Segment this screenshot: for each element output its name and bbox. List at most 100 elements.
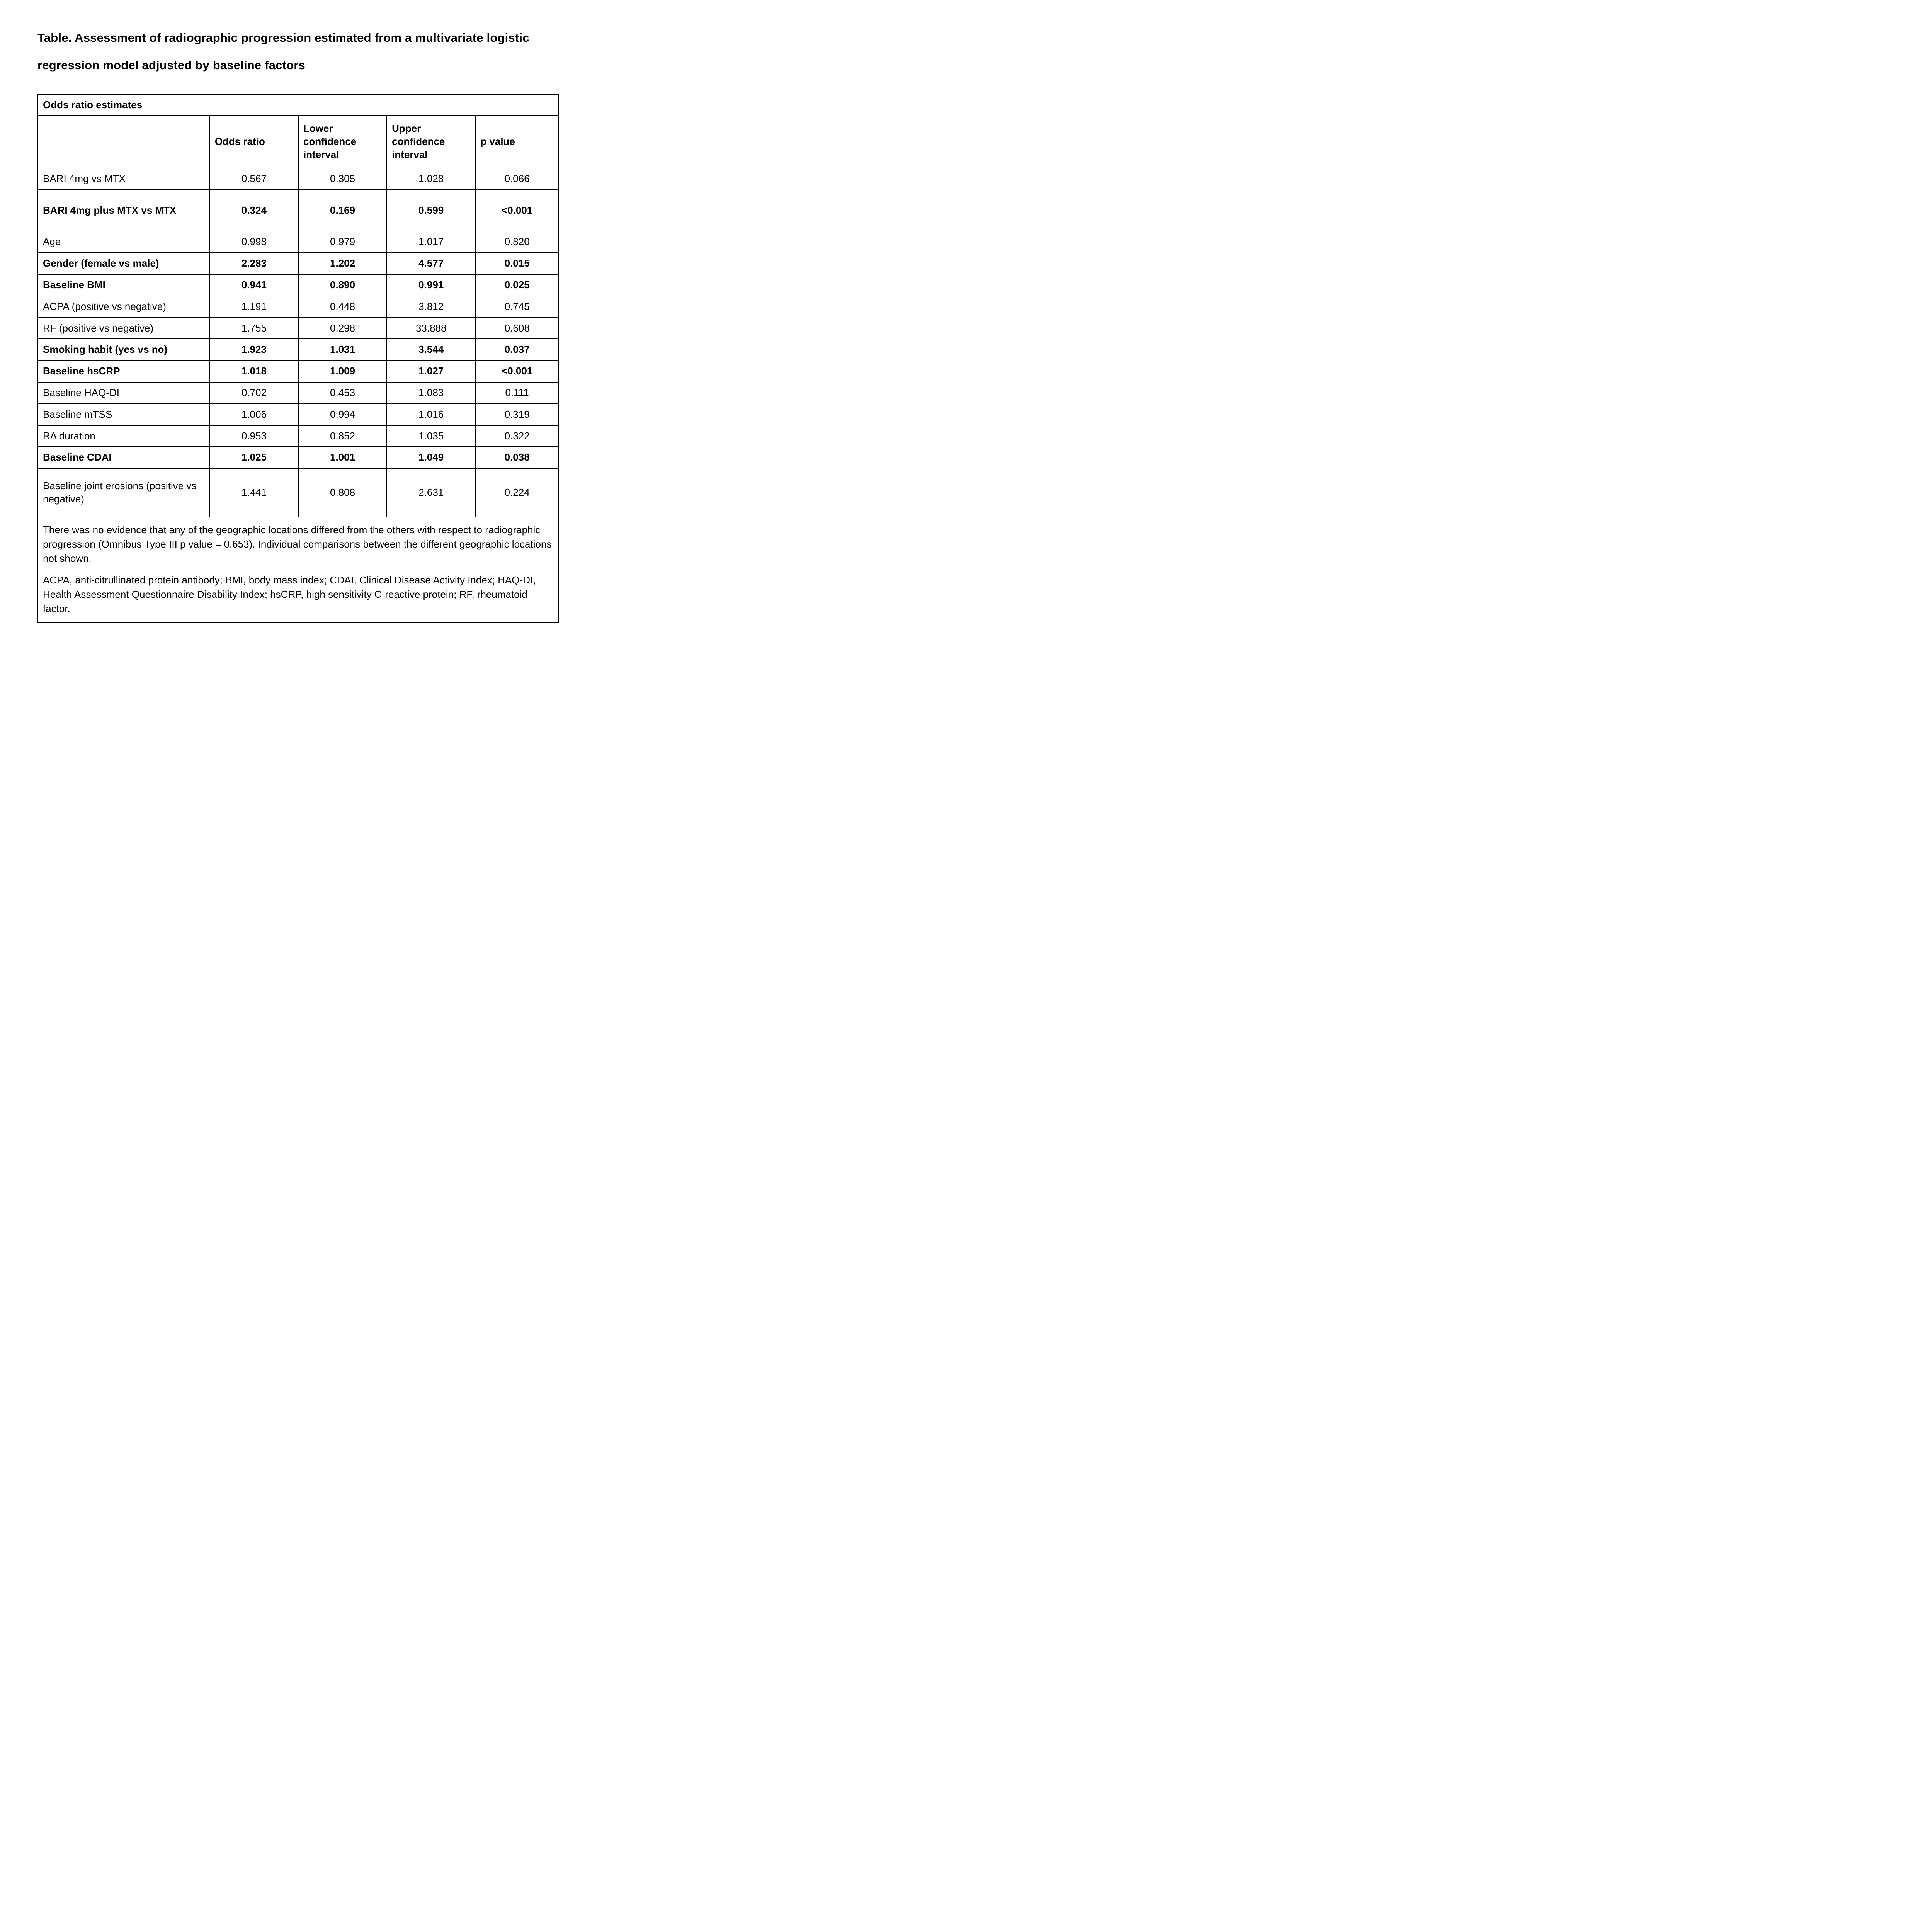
cell-p_value: 0.319 [475, 403, 559, 426]
cell-odds_ratio: 1.755 [209, 317, 299, 340]
cell-upper_ci: 1.083 [386, 381, 476, 404]
cell-lower_ci: 1.001 [298, 446, 388, 469]
row-label: Age [37, 231, 210, 253]
notes-row: There was no evidence that any of the ge… [37, 516, 559, 623]
cell-upper_ci: 1.016 [386, 403, 476, 426]
odds-ratio-table: Odds ratio estimates Odds ratio Lower con… [37, 94, 559, 623]
table-row: Baseline hsCRP 1.018 1.009 1.027 <0.001 [37, 360, 559, 383]
column-header: Upper confidence interval [386, 115, 476, 168]
row-label: Baseline HAQ-DI [37, 381, 210, 404]
page: Table. Assessment of radiographic progre… [37, 24, 559, 623]
table-notes: There was no evidence that any of the ge… [37, 516, 559, 623]
row-label: BARI 4mg plus MTX vs MTX [37, 189, 210, 232]
cell-odds_ratio: 0.941 [209, 274, 299, 296]
cell-lower_ci: 1.202 [298, 252, 388, 275]
cell-lower_ci: 0.808 [298, 468, 388, 517]
cell-odds_ratio: 1.025 [209, 446, 299, 469]
cell-p_value: 0.037 [475, 338, 559, 361]
table-head: Odds ratio estimates Odds ratio Lower con… [37, 94, 559, 168]
cell-p_value: 0.745 [475, 295, 559, 318]
cell-upper_ci: 2.631 [386, 468, 476, 517]
cell-odds_ratio: 0.567 [209, 167, 299, 190]
cell-lower_ci: 0.305 [298, 167, 388, 190]
cell-p_value: 0.322 [475, 425, 559, 447]
table-row: ACPA (positive vs negative) 1.191 0.448 3.8… [37, 295, 559, 318]
cell-odds_ratio: 0.702 [209, 381, 299, 404]
cell-lower_ci: 0.298 [298, 317, 388, 340]
cell-lower_ci: 0.852 [298, 425, 388, 447]
cell-upper_ci: 0.991 [386, 274, 476, 296]
row-label: Smoking habit (yes vs no) [37, 338, 210, 361]
row-label: Baseline joint erosions (positive vs neg… [37, 468, 210, 517]
table-row: Baseline mTSS 1.006 0.994 1.016 0.319 [37, 403, 559, 426]
cell-odds_ratio: 1.923 [209, 338, 299, 361]
table-note: There was no evidence that any of the ge… [43, 524, 552, 564]
cell-lower_ci: 1.031 [298, 338, 388, 361]
table-row: RF (positive vs negative) 1.755 0.298 33.88… [37, 317, 559, 340]
cell-p_value: 0.224 [475, 468, 559, 517]
table-row: Gender (female vs male) 2.283 1.202 4.577 0.… [37, 252, 559, 275]
cell-upper_ci: 33.888 [386, 317, 476, 340]
cell-lower_ci: 1.009 [298, 360, 388, 383]
row-label-column-header [37, 115, 210, 168]
cell-p_value: <0.001 [475, 189, 559, 232]
cell-p_value: 0.820 [475, 231, 559, 253]
column-header-row: Odds ratio Lower confidence interval Upper… [37, 115, 559, 168]
cell-upper_ci: 1.049 [386, 446, 476, 469]
table-row: BARI 4mg vs MTX 0.567 0.305 1.028 0.066 [37, 167, 559, 190]
table-row: Baseline BMI 0.941 0.890 0.991 0.025 [37, 274, 559, 296]
cell-odds_ratio: 1.018 [209, 360, 299, 383]
row-label: Baseline CDAI [37, 446, 210, 469]
cell-upper_ci: 1.035 [386, 425, 476, 447]
cell-p_value: 0.038 [475, 446, 559, 469]
cell-upper_ci: 3.544 [386, 338, 476, 361]
row-label: RF (positive vs negative) [37, 317, 210, 340]
table-caption: Odds ratio estimates [37, 94, 559, 116]
column-header: p value [475, 115, 559, 168]
table-row: Baseline CDAI 1.025 1.001 1.049 0.038 [37, 446, 559, 469]
cell-upper_ci: 4.577 [386, 252, 476, 275]
caption-row: Odds ratio estimates [37, 94, 559, 116]
cell-upper_ci: 3.812 [386, 295, 476, 318]
cell-p_value: 0.111 [475, 381, 559, 404]
cell-p_value: 0.015 [475, 252, 559, 275]
cell-upper_ci: 1.027 [386, 360, 476, 383]
table-body: BARI 4mg vs MTX 0.567 0.305 1.028 0.066 BARI … [37, 167, 559, 517]
table-row: Age 0.998 0.979 1.017 0.820 [37, 231, 559, 253]
table-title: Table. Assessment of radiographic progre… [37, 31, 529, 72]
cell-lower_ci: 0.890 [298, 274, 388, 296]
cell-p_value: 0.025 [475, 274, 559, 296]
table-row: RA duration 0.953 0.852 1.035 0.322 [37, 425, 559, 447]
cell-p_value: 0.066 [475, 167, 559, 190]
cell-odds_ratio: 0.953 [209, 425, 299, 447]
table-row: Baseline joint erosions (positive vs neg… [37, 468, 559, 517]
cell-odds_ratio: 2.283 [209, 252, 299, 275]
cell-lower_ci: 0.453 [298, 381, 388, 404]
cell-lower_ci: 0.994 [298, 403, 388, 426]
cell-lower_ci: 0.169 [298, 189, 388, 232]
cell-lower_ci: 0.979 [298, 231, 388, 253]
table-row: Baseline HAQ-DI 0.702 0.453 1.083 0.111 [37, 381, 559, 404]
cell-upper_ci: 1.028 [386, 167, 476, 190]
column-header: Lower confidence interval [298, 115, 388, 168]
cell-upper_ci: 0.599 [386, 189, 476, 232]
cell-odds_ratio: 0.998 [209, 231, 299, 253]
cell-p_value: 0.608 [475, 317, 559, 340]
cell-p_value: <0.001 [475, 360, 559, 383]
row-label: Baseline hsCRP [37, 360, 210, 383]
row-label: ACPA (positive vs negative) [37, 295, 210, 318]
table-row: BARI 4mg plus MTX vs MTX 0.324 0.169 0.599 <… [37, 189, 559, 232]
cell-upper_ci: 1.017 [386, 231, 476, 253]
cell-odds_ratio: 1.441 [209, 468, 299, 517]
cell-odds_ratio: 0.324 [209, 189, 299, 232]
cell-odds_ratio: 1.006 [209, 403, 299, 426]
cell-lower_ci: 0.448 [298, 295, 388, 318]
cell-odds_ratio: 1.191 [209, 295, 299, 318]
row-label: RA duration [37, 425, 210, 447]
row-label: BARI 4mg vs MTX [37, 167, 210, 190]
row-label: Baseline BMI [37, 274, 210, 296]
column-header: Odds ratio [209, 115, 299, 168]
row-label: Gender (female vs male) [37, 252, 210, 275]
table-row: Smoking habit (yes vs no) 1.923 1.031 3.544… [37, 338, 559, 361]
row-label: Baseline mTSS [37, 403, 210, 426]
